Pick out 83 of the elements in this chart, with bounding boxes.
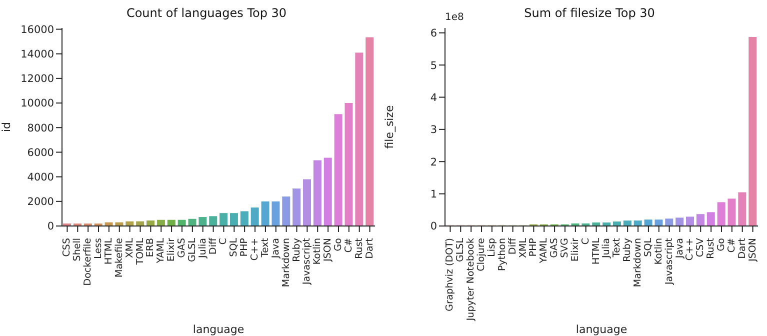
x-tick-label: Markdown (632, 238, 644, 288)
x-tick-label: GLSL (455, 237, 466, 262)
y-tick-label: 6000 (27, 146, 54, 159)
x-tick-label: GLSL (186, 237, 198, 262)
y-tick-label: 12000 (20, 73, 54, 86)
x-tick-label: Jupyter Notebook (466, 238, 477, 322)
text: 1e8 (445, 12, 464, 23)
y-tick-label: 0 (430, 220, 437, 233)
x-tick-label: C (218, 238, 230, 245)
x-tick-label: Text (260, 238, 271, 258)
y-tick-label: 3 (430, 124, 437, 136)
x-tick-label: YAML (156, 237, 167, 264)
x-tick-label: ERB (145, 238, 156, 258)
x-tick-label: C++ (250, 238, 261, 261)
x-tick-label: Ruby (622, 238, 634, 262)
x-tick-label: Shell (72, 238, 84, 262)
x-tick-label: C++ (684, 238, 696, 261)
x-tick-label: Java (270, 238, 282, 260)
x-tick-label: Elixir (166, 238, 178, 262)
x-tick-label: CSS (62, 238, 73, 257)
x-tick-label: Javascript (664, 238, 675, 286)
x-tick-label: Makefile (114, 238, 125, 278)
x-tick-label: Diff (208, 238, 219, 254)
chart-title: Count of languages Top 30 (125, 6, 288, 20)
x-tick-label: Dart (736, 238, 748, 259)
x-tick-label: TOML (134, 237, 146, 266)
x-tick-label: PHP (239, 238, 250, 257)
y-tick-label: 10000 (20, 98, 54, 110)
x-tick-label: C# (343, 238, 354, 253)
x-tick-label: XML (518, 237, 529, 258)
x-tick-label: CSV (695, 238, 706, 258)
x-tick-label: Ruby (291, 238, 302, 262)
x-tick-label: GAS (176, 238, 188, 258)
x-tick-label: Diff (507, 238, 518, 254)
y-tick-label: 6 (430, 28, 438, 40)
x-tick-label: GAS (549, 238, 560, 258)
y-tick-label: 5 (430, 60, 437, 72)
x-tick-label: Clojure (476, 238, 488, 272)
y-tick-label: 4 (430, 92, 438, 104)
x-tick-label: SQL (642, 237, 654, 257)
y-axis-title: file_size (382, 104, 396, 149)
chart-title: Sum of filesize Top 30 (524, 6, 655, 20)
x-tick-label: YAML (538, 237, 550, 264)
x-tick-label: Dockerfile (82, 238, 94, 286)
x-tick-label: XML (124, 237, 136, 258)
x-tick-label: Go (332, 238, 344, 252)
x-tick-label: Rust (354, 238, 365, 259)
y-tick-label: 2 (430, 156, 437, 168)
x-tick-label: JSON (322, 238, 334, 262)
x-tick-label: Dart (364, 238, 376, 259)
x-tick-label: Lisp (486, 238, 498, 257)
x-axis-title: language (192, 323, 244, 336)
y-tick-label: 1 (430, 188, 437, 201)
x-tick-label: SQL (228, 237, 240, 257)
y-tick-label: 14000 (20, 48, 54, 61)
x-tick-label: Elixir (570, 238, 581, 262)
y-tick-label: 8000 (27, 122, 54, 134)
x-tick-label: Graphviz (DOT) (444, 238, 456, 312)
x-tick-label: PHP (528, 238, 540, 257)
x-tick-label: Kotlin (653, 238, 664, 265)
y-tick-label: 0 (47, 220, 54, 233)
x-tick-label: HTML (103, 237, 114, 264)
x-tick-label: JSON (747, 238, 758, 262)
y-tick-label: 16000 (20, 24, 54, 36)
x-tick-label: Kotlin (312, 238, 324, 265)
x-tick-label: Rust (706, 238, 717, 259)
x-tick-label: SVG (559, 238, 570, 258)
y-tick-label: 2000 (27, 196, 54, 208)
x-tick-label: Python (496, 238, 508, 271)
x-tick-label: Julia (601, 238, 612, 259)
x-tick-label: C# (726, 238, 738, 253)
x-tick-label: Text (612, 238, 623, 258)
x-tick-label: C (580, 238, 592, 245)
y-tick-label: 4000 (27, 172, 54, 184)
x-tick-label: Less (93, 238, 104, 259)
x-tick-label: Javascript (302, 238, 313, 286)
x-axis-title: language (576, 323, 628, 336)
y-axis-title: id (0, 122, 13, 132)
x-tick-label: Java (674, 238, 686, 260)
x-tick-label: Go (716, 238, 727, 252)
x-tick-label: Julia (197, 238, 208, 259)
x-tick-label: Markdown (280, 238, 292, 288)
x-tick-label: HTML (590, 237, 602, 264)
